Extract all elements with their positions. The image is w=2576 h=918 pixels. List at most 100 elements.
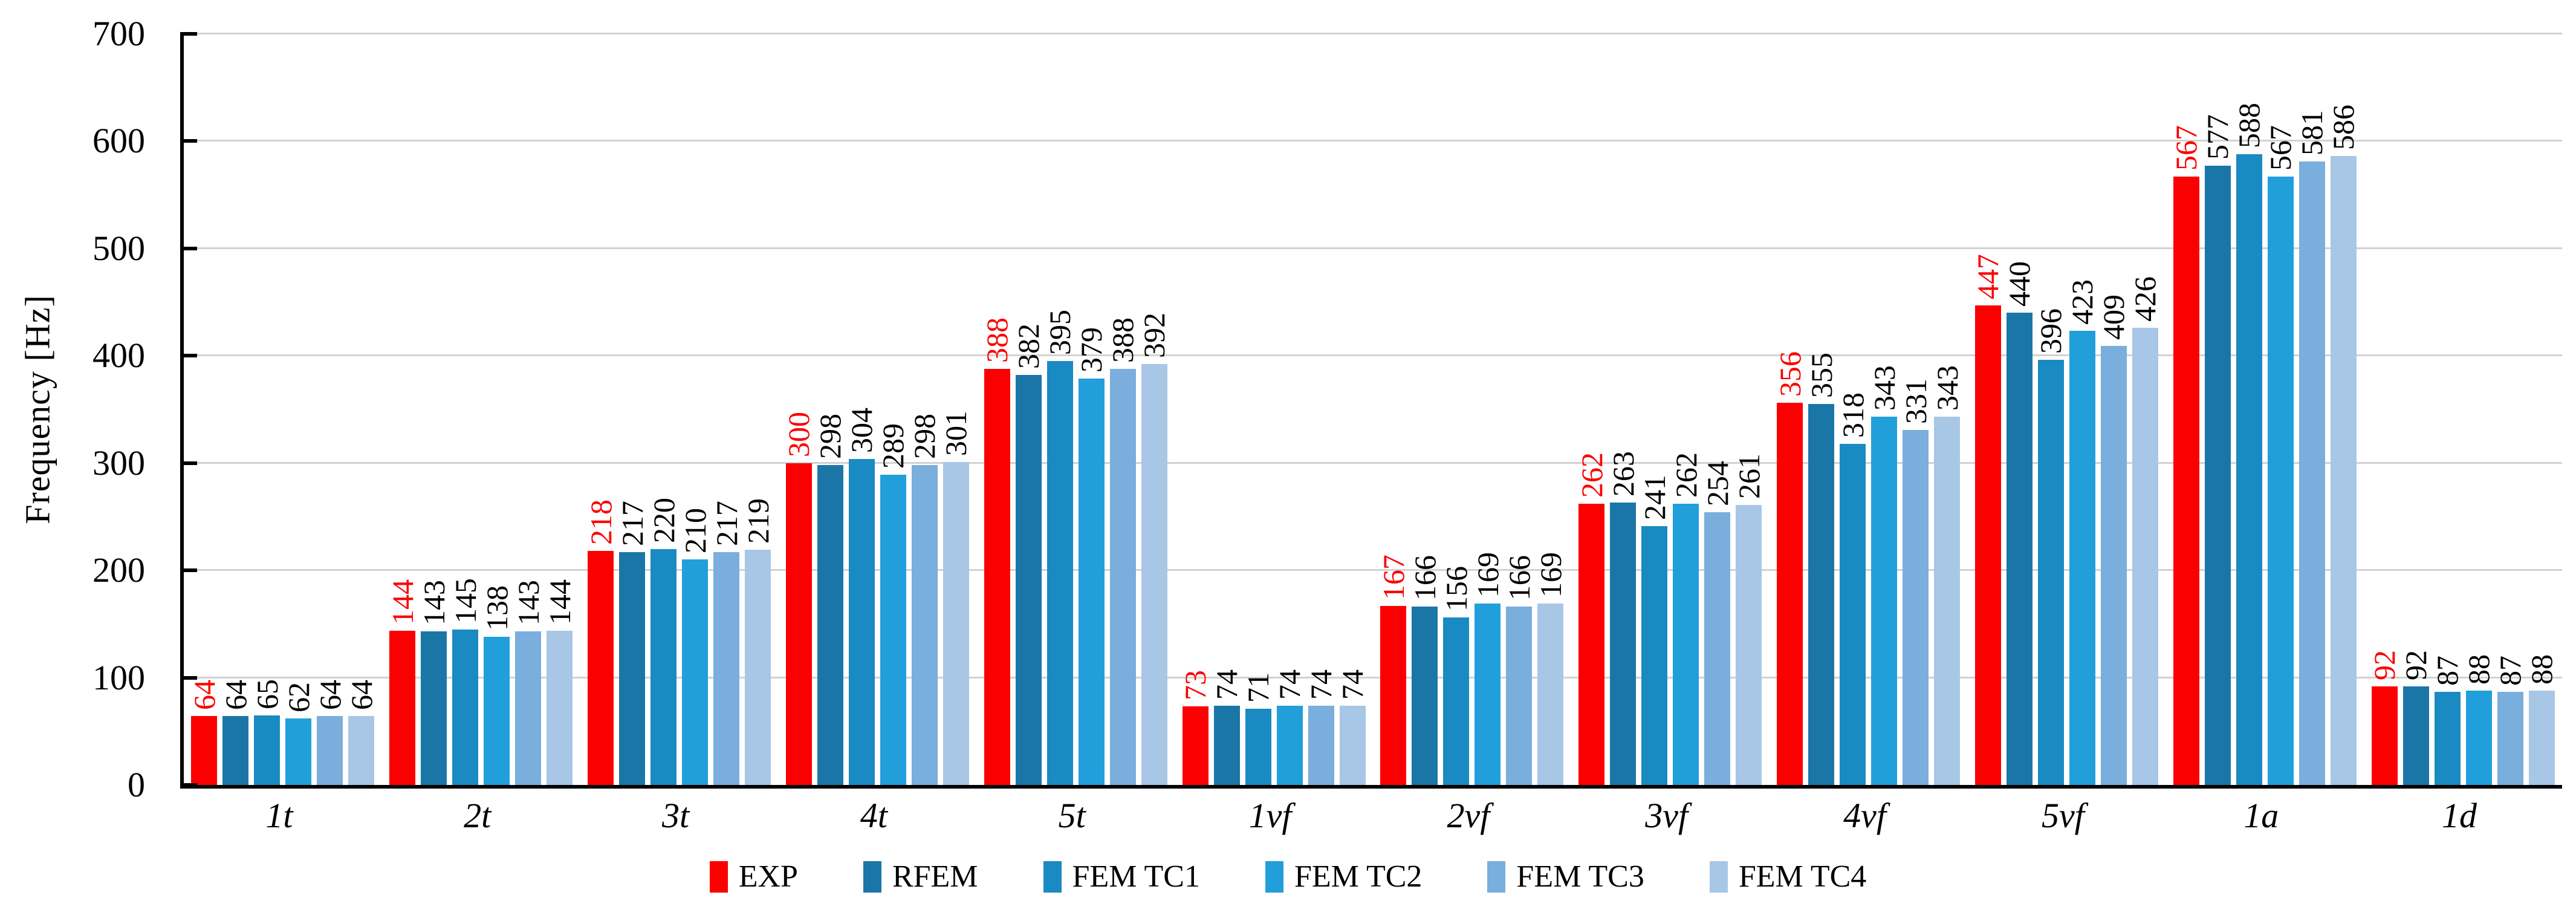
bar-exp-1a: 567 [2169, 125, 2203, 785]
value-label: 331 [1898, 378, 1933, 424]
bar-rect [817, 465, 843, 785]
bar-fem-tc1-5vf: 396 [2034, 308, 2068, 785]
value-label: 300 [782, 411, 816, 457]
bar-fem-tc3-2vf: 166 [1502, 555, 1536, 785]
bar-fem-tc2-5t: 379 [1074, 327, 1108, 785]
bar-rect [421, 631, 447, 785]
bar-exp-5t: 388 [980, 317, 1014, 785]
value-label: 298 [907, 414, 942, 460]
value-label: 166 [1502, 555, 1536, 601]
bar-rect [1475, 604, 1501, 785]
y-tickmark-700 [180, 32, 197, 36]
value-label: 62 [281, 682, 316, 712]
bar-rect [2465, 690, 2492, 785]
y-tickmark-500 [180, 246, 197, 250]
x-label-4vf: 4vf [1843, 796, 1886, 835]
y-tickmark-600 [180, 139, 197, 143]
bar-rect [1443, 617, 1470, 785]
bar-rect [1046, 361, 1073, 785]
bar-rect [1182, 706, 1209, 785]
x-label-1t: 1t [265, 796, 293, 835]
y-tickmark-100 [180, 675, 197, 680]
legend-swatch-rfem [863, 861, 881, 893]
legend-swatch-fem-tc4 [1709, 861, 1728, 893]
bar-rect [1673, 504, 1699, 785]
bar-fem-tc4-1a: 586 [2326, 105, 2360, 785]
legend-item-fem-tc3: FEM TC3 [1487, 859, 1644, 894]
bar-rect [1610, 503, 1637, 785]
bar-rect [1537, 604, 1564, 785]
bar-fem-tc3-4vf: 331 [1899, 379, 1933, 785]
legend-item-fem-tc4: FEM TC4 [1709, 859, 1867, 894]
bar-fem-tc1-1a: 588 [2232, 103, 2266, 785]
legend-label-fem-tc4: FEM TC4 [1738, 859, 1867, 894]
bar-rect [2069, 331, 2095, 785]
bar-rect [848, 458, 875, 785]
bar-exp-3t: 218 [584, 500, 618, 785]
bar-fem-tc4-3t: 219 [741, 498, 775, 785]
bar-rect [2173, 176, 2199, 785]
bar-exp-5vf: 447 [1971, 254, 2005, 785]
value-label: 74 [1273, 669, 1307, 700]
bar-rect [880, 475, 906, 785]
bar-rect [745, 550, 771, 785]
bar-rect [1276, 705, 1303, 785]
bar-fem-tc3-2t: 143 [511, 580, 545, 785]
bar-exp-4vf: 356 [1773, 351, 1807, 785]
bar-rect [547, 630, 573, 785]
bar-rect [285, 718, 312, 785]
value-label: 382 [1011, 324, 1046, 369]
bar-rect [1777, 403, 1803, 785]
bar-rect [1974, 305, 2001, 785]
bar-group-1t: 64 64 65 62 64 64 [184, 34, 382, 785]
x-label-1d: 1d [2442, 796, 2477, 835]
x-label-3t: 3t [662, 796, 690, 835]
bar-fem-tc1-4vf: 318 [1836, 392, 1870, 785]
bar-rect [1245, 709, 1271, 785]
value-label: 395 [1043, 310, 1077, 356]
bar-group-5vf: 447 440 396 423 409 426 [1967, 34, 2166, 785]
bar-rfem-5vf: 440 [2002, 261, 2036, 785]
legend-item-rfem: RFEM [863, 859, 978, 894]
value-label: 388 [980, 317, 1014, 363]
legend-label-fem-tc1: FEM TC1 [1072, 859, 1200, 894]
bar-rect [484, 637, 510, 785]
bar-rect [1704, 512, 1731, 785]
value-label: 355 [1804, 353, 1838, 399]
legend-item-fem-tc1: FEM TC1 [1043, 859, 1200, 894]
bar-rect [452, 629, 479, 785]
y-tickmark-300 [180, 461, 197, 465]
bar-fem-tc4-4vf: 343 [1930, 365, 1964, 785]
bar-rect [2100, 346, 2127, 785]
y-tickmark-400 [180, 354, 197, 358]
y-tick-label-0: 0 [128, 765, 145, 804]
value-label: 143 [417, 580, 451, 626]
value-label: 143 [511, 580, 545, 626]
y-tick-label-400: 400 [92, 336, 145, 376]
bar-rect [650, 549, 677, 785]
value-label: 92 [2367, 649, 2402, 680]
value-label: 289 [876, 423, 910, 469]
bar-fem-tc2-5vf: 423 [2065, 279, 2099, 785]
value-label: 343 [1867, 365, 1901, 411]
value-label: 166 [1407, 555, 1442, 601]
legend-swatch-exp [709, 861, 728, 893]
bar-fem-tc1-1vf: 71 [1241, 672, 1275, 785]
value-label: 217 [709, 500, 744, 546]
bar-fem-tc3-1a: 581 [2295, 110, 2329, 785]
bar-rfem-1vf: 74 [1210, 669, 1244, 785]
bar-group-1d: 92 92 87 88 87 88 [2364, 34, 2562, 785]
bar-groups: 64 64 65 62 64 64 144 143 145 138 143 144 218 217 220 2… [184, 34, 2562, 785]
bar-rect [1736, 504, 1762, 785]
bar-rect [1141, 364, 1167, 785]
value-label: 144 [542, 579, 577, 625]
x-label-2vf: 2vf [1447, 796, 1490, 835]
bar-rect [317, 716, 343, 785]
value-label: 447 [1971, 253, 2005, 299]
bar-fem-tc2-1d: 88 [2462, 654, 2496, 785]
bar-fem-tc3-3t: 217 [710, 501, 744, 785]
value-label: 74 [1335, 669, 1370, 700]
value-label: 92 [2399, 649, 2433, 680]
bar-rect [2006, 313, 2033, 785]
